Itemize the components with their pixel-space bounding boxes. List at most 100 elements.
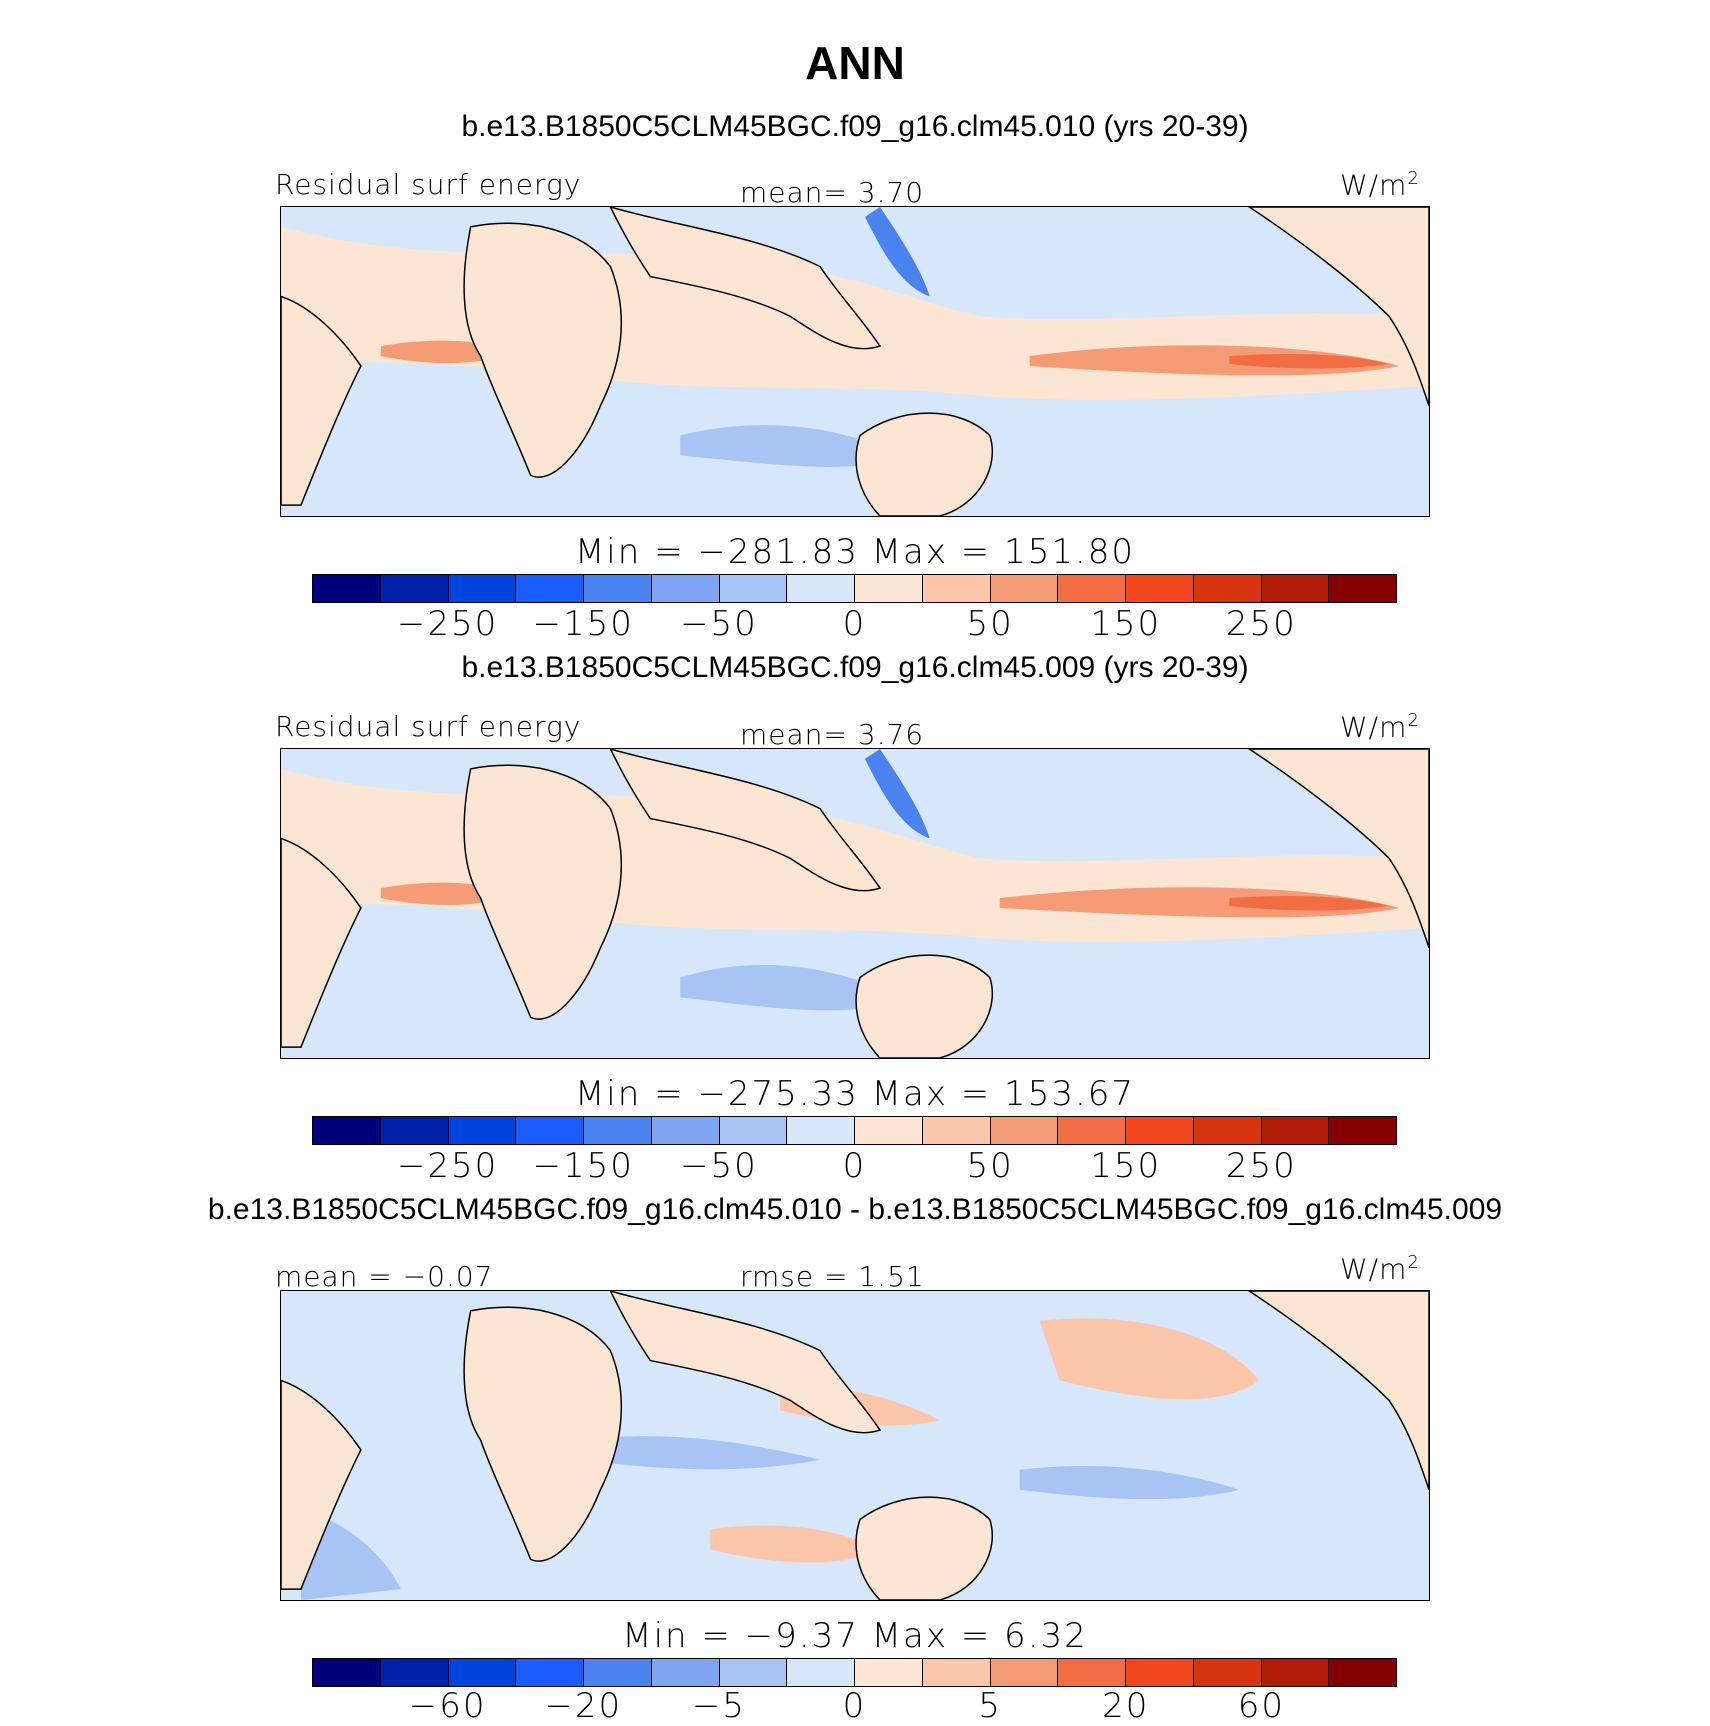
panel-2-title: b.e13.B1850C5CLM45BGC.f09_g16.clm45.009 … — [461, 651, 1249, 684]
colorbar-swatch — [855, 575, 923, 602]
colorbar-swatch — [651, 1659, 720, 1686]
panel-2-minmax: Min = −275.33 Max = 153.67 — [574, 1074, 1136, 1114]
panel-2-map — [280, 748, 1430, 1059]
colorbar-swatch — [651, 1117, 720, 1144]
north-america-outline — [1247, 1291, 1429, 1490]
colorbar-tick-label: 0 — [842, 604, 867, 644]
pacific-warm-core — [1229, 896, 1390, 911]
colorbar-swatch — [1329, 1659, 1396, 1686]
panel-3-units: W/m2 — [1340, 1252, 1420, 1285]
colorbar-swatch — [1193, 1117, 1262, 1144]
panel-3-title: b.e13.B1850C5CLM45BGC.f09_g16.clm45.010 … — [207, 1193, 1503, 1226]
colorbar-swatch — [1261, 1659, 1330, 1686]
panel-1-minmax: Min = −281.83 Max = 151.80 — [574, 532, 1136, 572]
colorbar-swatch — [1261, 575, 1330, 602]
colorbar-tick-label: 150 — [1090, 1146, 1162, 1186]
diff-warm-patch — [1039, 1318, 1260, 1400]
panel-3-rmse-label: rmse = 1.51 — [740, 1260, 925, 1293]
colorbar-swatch — [855, 1659, 923, 1686]
colorbar-tick-label: −250 — [396, 1146, 499, 1186]
colorbar-swatch — [787, 575, 855, 602]
diff-cool-patch — [1019, 1465, 1240, 1500]
figure-title: ANN — [805, 37, 905, 89]
colorbar-swatch — [584, 575, 652, 602]
colorbar-tick-label: 0 — [842, 1146, 867, 1186]
colorbar-tick-label: 50 — [966, 604, 1014, 644]
colorbar-swatch — [719, 575, 788, 602]
panel-2-map-svg — [281, 749, 1429, 1058]
panel-1-map-svg — [281, 207, 1429, 516]
colorbar-tick-label: 250 — [1225, 1146, 1297, 1186]
units-exponent: 2 — [1407, 168, 1420, 189]
colorbar-swatch — [313, 1659, 381, 1686]
panel-2-units: W/m2 — [1340, 710, 1420, 743]
colorbar-swatch — [516, 1659, 584, 1686]
africa-outline — [463, 222, 623, 478]
colorbar-swatch — [990, 1659, 1059, 1686]
colorbar-swatch — [584, 1117, 652, 1144]
panel-2-left-label: Residual surf energy — [275, 710, 582, 743]
colorbar-swatch — [1329, 575, 1396, 602]
panel-2-colorbar-ticks: −250 −150 −50 0 50 150 250 — [312, 1146, 1397, 1186]
panel-1-colorbar — [312, 574, 1397, 603]
colorbar-tick-label: −60 — [408, 1686, 487, 1726]
colorbar-tick-label: −50 — [679, 1146, 758, 1186]
colorbar-tick-label: −50 — [679, 604, 758, 644]
panel-1-units: W/m2 — [1340, 168, 1420, 201]
colorbar-swatch — [1261, 1117, 1330, 1144]
colorbar-swatch — [448, 575, 517, 602]
colorbar-swatch — [787, 1659, 855, 1686]
colorbar-tick-label: −150 — [532, 604, 634, 644]
colorbar-swatch — [990, 1117, 1059, 1144]
south-america-outline — [281, 295, 362, 506]
diff-cool-patch — [580, 1436, 821, 1470]
units-text: W/m — [1340, 168, 1408, 202]
colorbar-swatch — [719, 1117, 788, 1144]
colorbar-swatch — [516, 1117, 584, 1144]
kuroshio-cool — [864, 749, 930, 839]
units-text: W/m — [1340, 1252, 1408, 1286]
panel-1-colorbar-ticks: −250 −150 −50 0 50 150 250 — [312, 604, 1397, 644]
colorbar-swatch — [787, 1117, 855, 1144]
panel-3-colorbar — [312, 1658, 1397, 1687]
units-text: W/m — [1340, 710, 1408, 744]
colorbar-tick-label: 150 — [1090, 604, 1162, 644]
colorbar-tick-label: −250 — [396, 604, 499, 644]
panel-2-colorbar — [312, 1116, 1397, 1145]
colorbar-swatch — [1126, 575, 1194, 602]
colorbar-tick-label: 0 — [842, 1686, 867, 1726]
south-america-outline — [281, 837, 362, 1048]
colorbar-swatch — [922, 575, 991, 602]
colorbar-tick-label: 60 — [1237, 1686, 1286, 1726]
asia-outline — [609, 207, 882, 350]
colorbar-swatch — [1329, 1117, 1396, 1144]
diff-cool-patch — [300, 1509, 401, 1600]
colorbar-swatch — [719, 1659, 788, 1686]
africa-outline — [463, 1306, 623, 1562]
colorbar-swatch — [1126, 1659, 1194, 1686]
colorbar-swatch — [516, 575, 584, 602]
colorbar-swatch — [1058, 1659, 1126, 1686]
colorbar-swatch — [1193, 1659, 1262, 1686]
panel-3-colorbar-ticks: −60 −20 −5 0 5 20 60 — [312, 1686, 1397, 1726]
colorbar-swatch — [855, 1117, 923, 1144]
colorbar-tick-label: 20 — [1102, 1686, 1150, 1726]
colorbar-swatch — [1193, 575, 1262, 602]
colorbar-swatch — [380, 575, 449, 602]
indian-ocean-cool — [680, 964, 900, 1011]
panel-1-left-label: Residual surf energy — [275, 168, 582, 201]
australia-outline — [855, 954, 994, 1058]
colorbar-swatch — [380, 1659, 449, 1686]
south-america-outline — [281, 1379, 362, 1590]
pacific-warm-core — [1229, 354, 1390, 369]
kuroshio-cool — [864, 207, 930, 297]
diff-warm-patch — [710, 1525, 880, 1563]
colorbar-swatch — [1058, 1117, 1126, 1144]
colorbar-swatch — [448, 1117, 517, 1144]
colorbar-swatch — [313, 575, 381, 602]
panel-3-map-svg — [281, 1291, 1429, 1600]
colorbar-swatch — [922, 1659, 991, 1686]
panel-3-map — [280, 1290, 1430, 1601]
colorbar-swatch — [380, 1117, 449, 1144]
africa-outline — [463, 764, 623, 1020]
